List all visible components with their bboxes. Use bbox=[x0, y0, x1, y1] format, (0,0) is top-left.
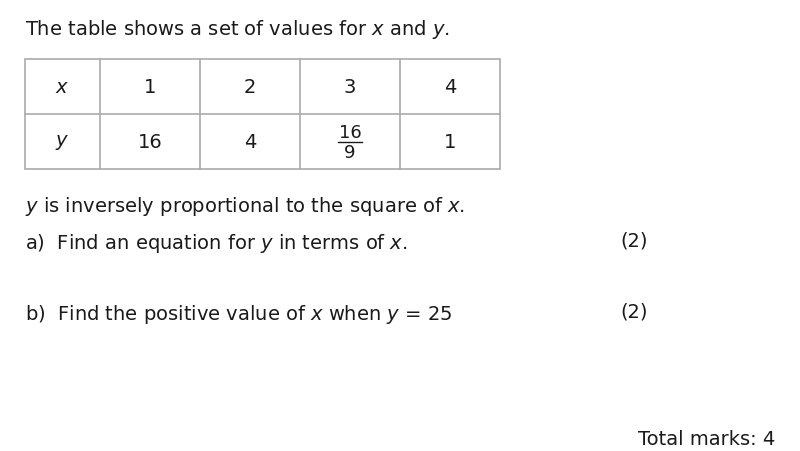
Text: (2): (2) bbox=[620, 302, 647, 321]
Text: $\it{y}$: $\it{y}$ bbox=[55, 133, 70, 152]
Text: 2: 2 bbox=[244, 78, 256, 97]
Text: 16: 16 bbox=[338, 123, 362, 141]
Text: 4: 4 bbox=[244, 133, 256, 152]
Text: The table shows a set of values for $\it{x}$ and $\it{y}$.: The table shows a set of values for $\it… bbox=[25, 18, 450, 41]
Text: Total marks: 4: Total marks: 4 bbox=[638, 429, 775, 448]
Text: 16: 16 bbox=[138, 133, 162, 152]
Text: b)  Find the positive value of $\it{x}$ when $\it{y}$ = 25: b) Find the positive value of $\it{x}$ w… bbox=[25, 302, 452, 325]
Text: (2): (2) bbox=[620, 231, 647, 250]
Text: 3: 3 bbox=[344, 78, 356, 97]
Text: 9: 9 bbox=[344, 143, 356, 161]
Text: 1: 1 bbox=[444, 133, 456, 152]
Text: $\it{x}$: $\it{x}$ bbox=[55, 78, 70, 97]
Text: a)  Find an equation for $\it{y}$ in terms of $\it{x}$.: a) Find an equation for $\it{y}$ in term… bbox=[25, 231, 408, 254]
Text: 1: 1 bbox=[144, 78, 156, 97]
Text: 4: 4 bbox=[444, 78, 456, 97]
Text: $\it{y}$ is inversely proportional to the square of $\it{x}$.: $\it{y}$ is inversely proportional to th… bbox=[25, 194, 465, 217]
Bar bbox=[25, 60, 500, 170]
